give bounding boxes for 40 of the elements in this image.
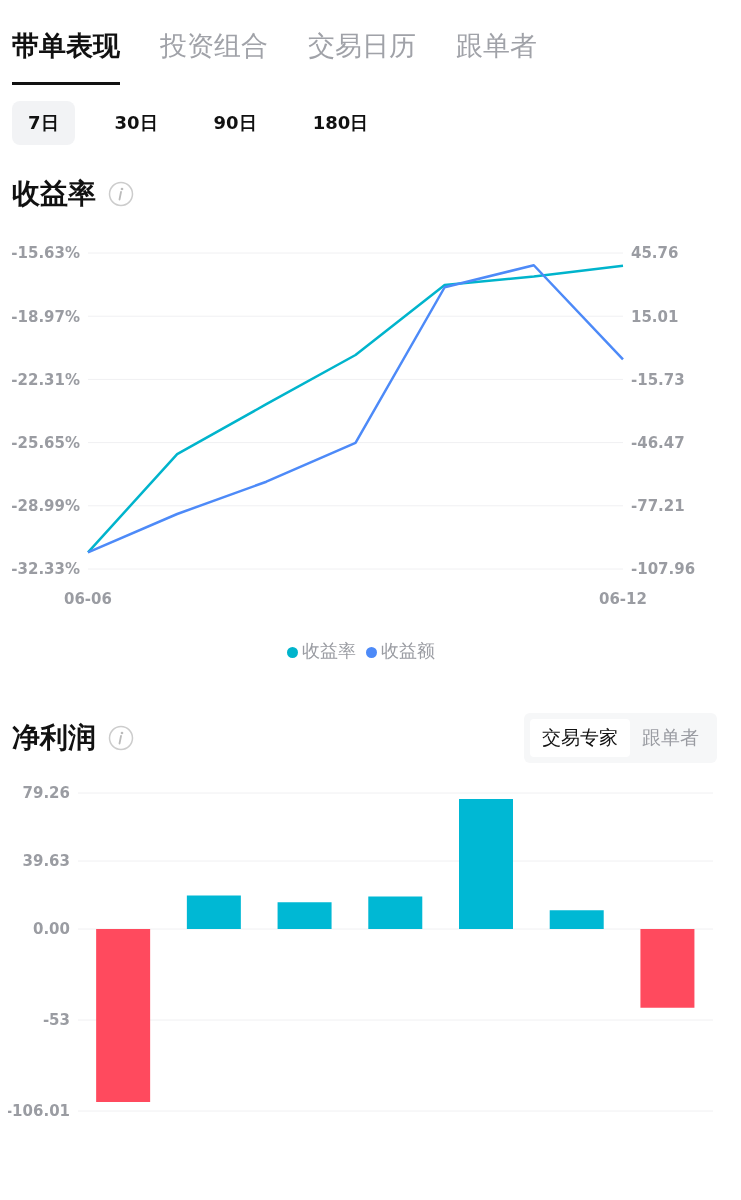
legend-label: 收益额 [380,640,435,661]
y-tick-label: 39.63 [22,852,70,871]
text: 带单表现 [12,28,120,85]
y2-tick-label: 15.01 [631,307,679,326]
bar [549,910,604,930]
text: 30日 [113,111,159,135]
bar [459,799,513,930]
y2-tick-label: -107.96 [631,560,696,579]
text: 交易日历 [308,29,416,63]
x-tick-label: 06-12 [599,589,647,608]
bar [368,896,423,930]
y2-tick-label: -46.47 [631,433,685,452]
chart-title: 净利润 [12,720,96,756]
y-tick-label: -53 [42,1011,70,1030]
y-tick-label: -18.97% [11,307,80,326]
y2-tick-label: 45.76 [631,244,679,263]
bar [96,929,151,1103]
text: 交易专家 [530,719,630,757]
y-tick-label: -25.65% [11,433,80,452]
text: 投资组合 [160,29,268,63]
y-tick-label: -22.31% [11,370,80,389]
legend-label: 收益率 [301,640,356,661]
y2-tick-label: -15.73 [631,370,685,389]
bar [186,895,241,930]
chart-title: 收益率 [12,176,96,212]
y-tick-label: -15.63% [11,244,80,263]
bar [277,902,332,930]
y2-tick-label: -77.21 [631,497,685,516]
bar [640,929,695,1008]
y-tick-label: 79.26 [22,784,70,803]
text: 跟单者 [641,725,700,750]
text: 90日 [212,111,258,135]
y-tick-label: 0.00 [32,920,70,939]
text: 跟单者 [456,29,537,63]
x-tick-label: 06-06 [64,589,112,608]
text: 7日 [12,101,75,145]
text: 180日 [311,111,370,135]
y-tick-label: -28.99% [11,497,80,516]
line-series [86,264,625,554]
y-tick-label: -32.33% [11,560,80,579]
